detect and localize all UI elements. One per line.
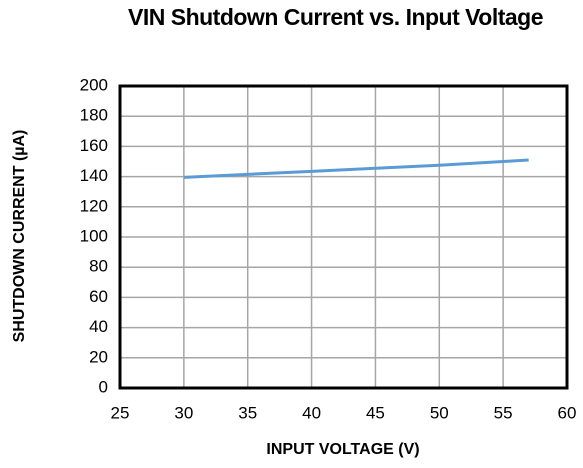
x-tick-label: 35 <box>238 403 257 422</box>
y-tick-label: 100 <box>80 226 108 245</box>
y-tick-label: 20 <box>89 347 108 366</box>
y-tick-label: 200 <box>80 75 108 94</box>
y-tick-label: 180 <box>80 106 108 125</box>
plot-border <box>118 84 569 390</box>
x-tick-label: 30 <box>174 403 193 422</box>
x-tick-label: 60 <box>558 403 577 422</box>
y-tick-label: 80 <box>89 257 108 276</box>
y-tick-label: 140 <box>80 166 108 185</box>
y-tick-label: 120 <box>80 196 108 215</box>
x-axis-title: INPUT VOLTAGE (V) <box>266 441 419 458</box>
x-tick-label: 55 <box>494 403 513 422</box>
y-tick-label: 60 <box>89 287 108 306</box>
x-tick-label: 50 <box>430 403 449 422</box>
x-tick-label: 40 <box>302 403 321 422</box>
x-tick-label: 45 <box>366 403 385 422</box>
y-axis-title: SHUTDOWN CURRENT (µA) <box>11 130 28 343</box>
y-tick-label: 0 <box>99 377 108 396</box>
chart-title: VIN Shutdown Current vs. Input Voltage <box>128 4 544 30</box>
y-tick-label: 160 <box>80 136 108 155</box>
y-tick-label: 40 <box>89 317 108 336</box>
x-tick-label: 25 <box>111 403 130 422</box>
series-line <box>183 158 529 179</box>
